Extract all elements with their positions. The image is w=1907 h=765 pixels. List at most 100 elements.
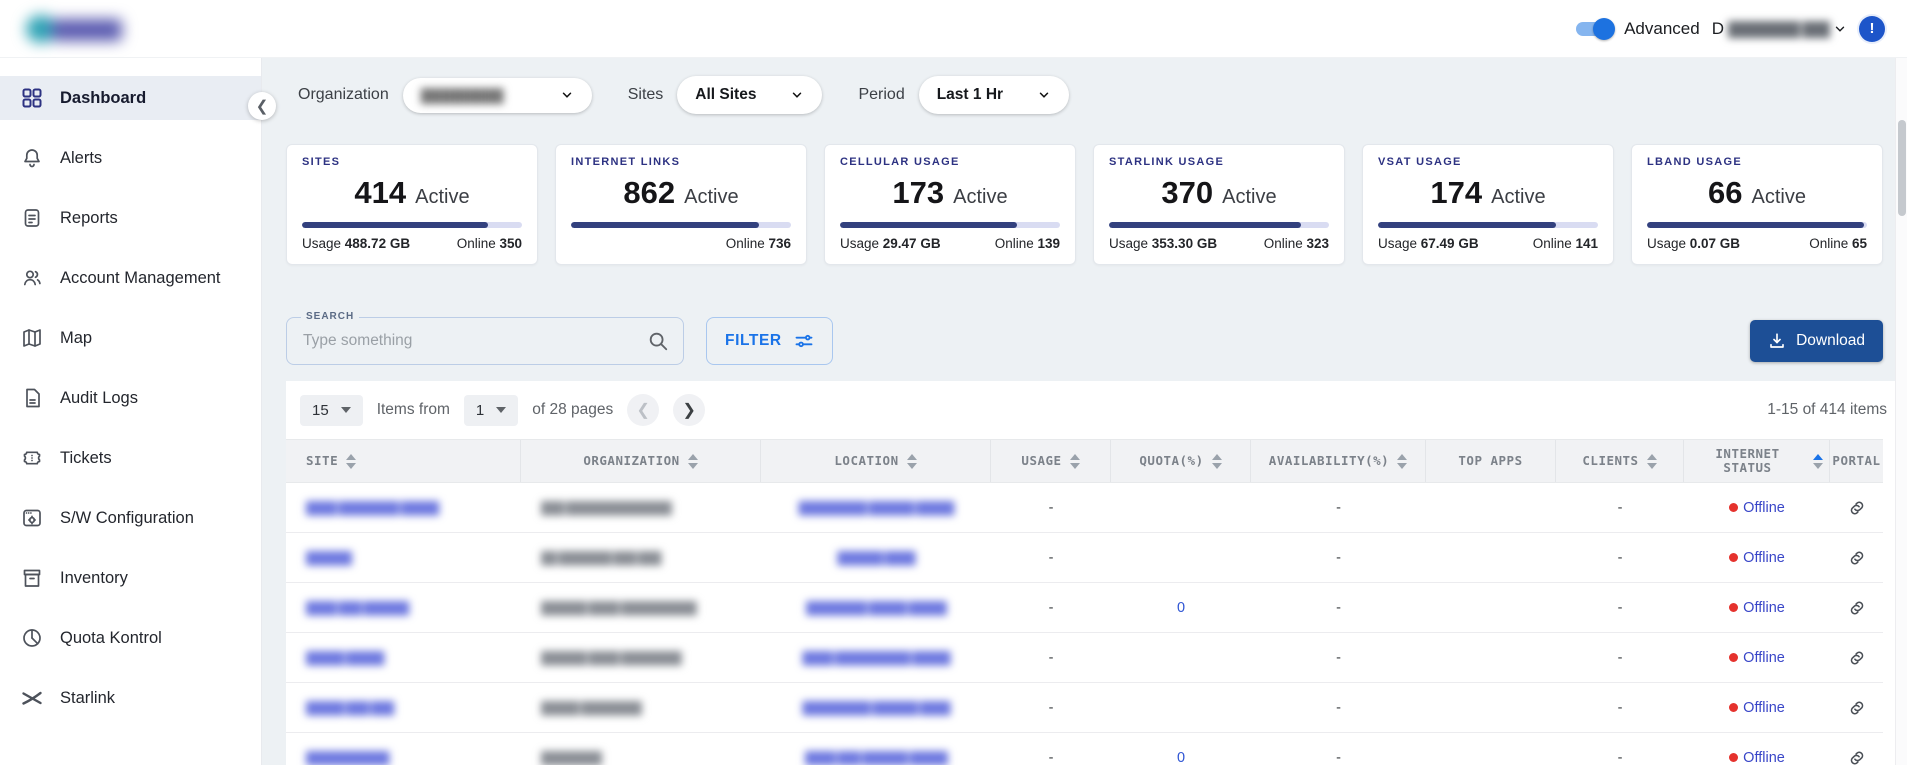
portal-link-icon[interactable] xyxy=(1847,548,1867,568)
sidebar-item-map[interactable]: Map xyxy=(0,316,261,360)
sidebar-item-label: Reports xyxy=(60,208,118,227)
chevron-down-icon xyxy=(1835,26,1845,32)
sidebar-item-dashboard[interactable]: Dashboard xyxy=(0,76,261,120)
sidebar-item-starlink[interactable]: Starlink xyxy=(0,676,261,720)
sort-arrows-icon[interactable] xyxy=(1397,453,1408,469)
column-header-location[interactable]: LOCATION xyxy=(761,440,991,482)
advanced-toggle[interactable] xyxy=(1576,17,1616,40)
location-link-redacted[interactable]: █████████ ██████ ████ xyxy=(802,700,950,715)
top-apps-cell xyxy=(1426,583,1556,632)
column-header-label: TOP APPS xyxy=(1458,452,1523,468)
previous-page-button[interactable]: ❮ xyxy=(627,394,660,426)
page-number-select[interactable]: 1 xyxy=(463,394,519,426)
top-apps-cell xyxy=(1426,483,1556,532)
sidebar-item-s-w-configuration[interactable]: S/W Configuration xyxy=(0,496,261,540)
quota-link[interactable]: 0 xyxy=(1176,599,1186,616)
vertical-scrollbar[interactable] xyxy=(1895,58,1907,765)
sidebar-item-label: Map xyxy=(60,328,93,347)
portal-link-icon[interactable] xyxy=(1847,498,1867,518)
sort-arrows-icon[interactable] xyxy=(1646,453,1657,469)
column-header-clients[interactable]: CLIENTS xyxy=(1556,440,1684,482)
site-link-redacted[interactable]: ██████ xyxy=(306,550,352,565)
sidebar-item-quota-kontrol[interactable]: Quota Kontrol xyxy=(0,616,261,660)
sort-arrows-icon[interactable] xyxy=(687,453,698,469)
sort-arrows-icon[interactable] xyxy=(1813,453,1823,469)
quota-link[interactable]: 0 xyxy=(1176,749,1186,765)
sidebar-item-label: Account Management xyxy=(60,268,221,287)
site-link-redacted[interactable]: ████ ████████ █████ xyxy=(306,500,439,515)
sidebar-item-audit-logs[interactable]: Audit Logs xyxy=(0,376,261,420)
stat-card-value: 66 xyxy=(1708,175,1743,210)
site-link-redacted[interactable]: ███████████ xyxy=(306,750,390,765)
portal-link-icon[interactable] xyxy=(1847,648,1867,668)
site-link-redacted[interactable]: ████ ███ ██████ xyxy=(306,600,409,615)
organization-cell-redacted: ██ ███████ ███ ███ xyxy=(541,550,662,565)
site-link-redacted[interactable]: █████ █████ xyxy=(306,650,384,665)
stat-card-usage: Usage 488.72 GB xyxy=(302,236,411,251)
download-button[interactable]: Download xyxy=(1750,320,1883,362)
table-toolbar: SEARCH FILTER Download xyxy=(286,311,1883,365)
sidebar-item-alerts[interactable]: Alerts xyxy=(0,136,261,180)
sidebar-item-inventory[interactable]: Inventory xyxy=(0,556,261,600)
clients-cell: - xyxy=(1617,649,1623,666)
column-header-organization[interactable]: ORGANIZATION xyxy=(521,440,761,482)
sidebar-item-tickets[interactable]: Tickets xyxy=(0,436,261,480)
location-link-redacted[interactable]: ████ ███ ██████ █████ xyxy=(804,750,948,765)
chevron-down-icon xyxy=(562,92,571,98)
filter-button[interactable]: FILTER xyxy=(706,317,833,365)
company-logo xyxy=(18,9,136,49)
search-field[interactable]: SEARCH xyxy=(286,311,684,365)
box-icon xyxy=(20,566,44,590)
period-label: Period xyxy=(858,86,905,103)
organization-select[interactable]: █████████ xyxy=(402,77,592,113)
column-header-label: PORTAL xyxy=(1832,452,1881,468)
period-select[interactable]: Last 1 Hr xyxy=(918,76,1070,114)
sort-arrows-icon[interactable] xyxy=(1069,453,1080,469)
stat-card-usage: Usage 29.47 GB xyxy=(840,236,941,251)
location-link-redacted[interactable]: ████ ██████████ █████ xyxy=(802,650,950,665)
clients-cell: - xyxy=(1617,749,1623,765)
portal-link-icon[interactable] xyxy=(1847,598,1867,618)
column-header-availability-[interactable]: AVAILABILITY(%) xyxy=(1251,440,1426,482)
table-row: ██████ ██ ███████ ███ ███ ██████ ████ - … xyxy=(286,533,1883,583)
user-menu[interactable]: D ████████ ███ xyxy=(1712,19,1847,39)
sidebar-item-label: Starlink xyxy=(60,688,116,707)
sort-arrows-icon[interactable] xyxy=(1211,453,1222,469)
stat-card-progress-bar xyxy=(840,222,1060,228)
internet-status-label: Offline xyxy=(1743,499,1785,516)
portal-link-icon[interactable] xyxy=(1847,698,1867,718)
scrollbar-thumb[interactable] xyxy=(1898,120,1906,216)
column-header-site[interactable]: SITE xyxy=(286,440,521,482)
sort-arrows-icon[interactable] xyxy=(346,453,357,469)
location-link-redacted[interactable]: ██████ ████ xyxy=(837,550,915,565)
sites-select[interactable]: All Sites xyxy=(677,76,823,114)
search-input[interactable] xyxy=(303,332,647,350)
advanced-toggle-label: Advanced xyxy=(1624,18,1700,38)
site-link-redacted[interactable]: █████ ███ ███ xyxy=(306,700,394,715)
alert-badge-icon[interactable]: ! xyxy=(1859,15,1885,42)
column-header-usage[interactable]: USAGE xyxy=(991,440,1111,482)
sidebar-collapse-button[interactable]: ❮ xyxy=(248,92,276,120)
page-size-select[interactable]: 15 xyxy=(300,394,363,426)
portal-link-icon[interactable] xyxy=(1847,748,1867,765)
usage-cell: - xyxy=(1048,699,1054,716)
pagination-bar: 15 Items from 1 of 28 pages ❮ ❯ 1-15 of … xyxy=(286,381,1907,439)
stat-card-progress-bar xyxy=(1109,222,1329,228)
availability-cell: - xyxy=(1336,549,1341,566)
search-icon[interactable] xyxy=(647,330,669,352)
sidebar-item-account-management[interactable]: Account Management xyxy=(0,256,261,300)
internet-status-badge: Offline xyxy=(1729,500,1785,516)
column-header-quota-[interactable]: QUOTA(%) xyxy=(1111,440,1251,482)
sort-arrows-icon[interactable] xyxy=(906,453,917,469)
internet-status-label: Offline xyxy=(1743,649,1785,666)
internet-status-badge: Offline xyxy=(1729,600,1785,616)
table-row: █████ ███ ███ █████ ████████ █████████ █… xyxy=(286,683,1883,733)
location-link-redacted[interactable]: █████████ ██████ █████ xyxy=(798,500,955,515)
stat-card-active-label: Active xyxy=(684,186,739,208)
location-link-redacted[interactable]: ████████ █████ █████ xyxy=(806,600,947,615)
column-header-internet-status[interactable]: INTERNET STATUS xyxy=(1684,440,1830,482)
next-page-button[interactable]: ❯ xyxy=(673,394,706,426)
sidebar-item-reports[interactable]: Reports xyxy=(0,196,261,240)
stat-card-vsat-usage: VSAT USAGE 174 Active Usage 67.49 GB Onl… xyxy=(1362,144,1614,265)
sidebar-item-label: Quota Kontrol xyxy=(60,628,162,647)
